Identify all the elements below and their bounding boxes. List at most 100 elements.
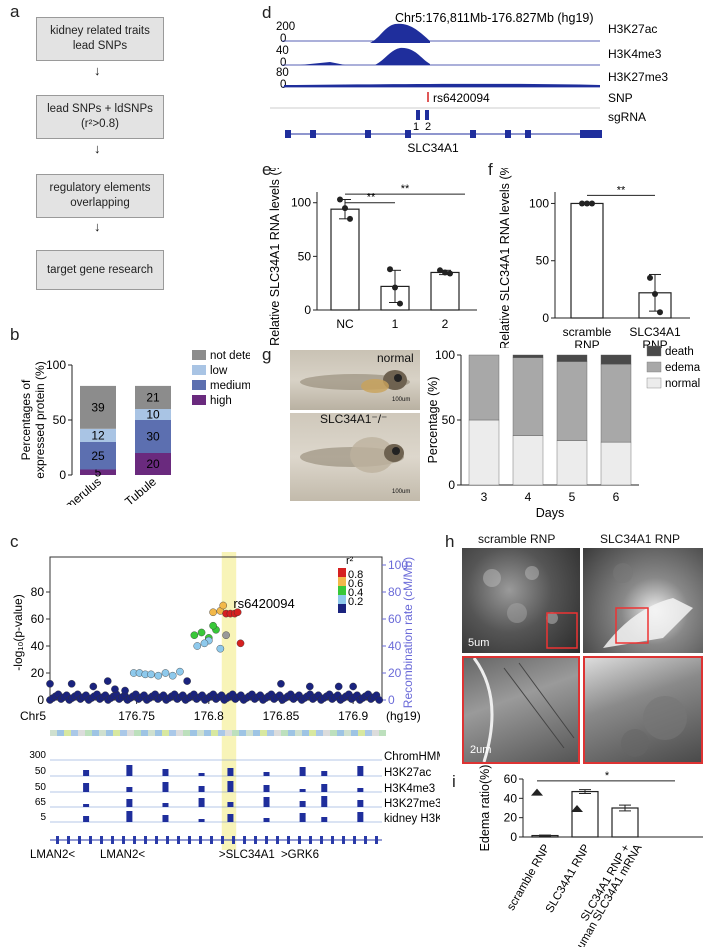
chromhmm-segment <box>113 730 120 736</box>
data-label: 20 <box>146 457 160 471</box>
h3k4me3-peak <box>375 47 430 65</box>
track-scale: 65 <box>35 797 47 808</box>
data-label: 21 <box>146 390 160 404</box>
data-point <box>531 788 543 796</box>
legend-swatch <box>192 395 206 405</box>
track-peak <box>263 772 270 776</box>
chromhmm-segment <box>190 730 197 736</box>
y-tick-label: 20 <box>31 666 45 680</box>
data-point <box>589 200 595 207</box>
chart-e: 0 50 100 Relative SLC34A1 RNA levels (%) NC 1… <box>268 168 477 346</box>
chromhmm-segment <box>337 730 344 736</box>
snp-point <box>154 671 163 680</box>
exon <box>166 836 169 844</box>
track-peak <box>162 815 169 822</box>
chromhmm-segment <box>351 730 358 736</box>
y-tick-label: 100 <box>435 348 455 362</box>
y-axis-label: -log₁₀(p-value) <box>11 594 25 670</box>
y-tick-label: 50 <box>298 249 312 263</box>
track-peak <box>263 797 270 807</box>
track-scale: 200 <box>276 21 295 33</box>
y2-axis-label: Recombination rate (cM/Mb) <box>401 557 415 708</box>
data-point <box>437 267 443 274</box>
snp-point <box>183 677 191 685</box>
chromhmm-segment <box>78 730 85 736</box>
snp-point <box>209 621 217 630</box>
exon <box>243 836 246 844</box>
exon <box>470 130 476 138</box>
chromhmm-segment <box>239 730 246 736</box>
exon <box>298 836 301 844</box>
chromhmm-segment <box>232 730 239 736</box>
x-tick-label: Glomerulus <box>48 475 104 505</box>
data-point <box>387 266 393 273</box>
gene-label: LMAN2< <box>30 849 75 861</box>
r2-legend-label: 0.6 <box>348 578 363 590</box>
track-scale: 300 <box>29 750 46 761</box>
exon <box>285 130 291 138</box>
bar <box>330 208 360 311</box>
gene-label: >GRK6 <box>281 849 319 861</box>
chromhmm-segment <box>134 730 141 736</box>
sgrna-label: 1 <box>413 121 419 133</box>
track-peak <box>321 796 328 807</box>
track-peak <box>198 819 205 822</box>
snp-point <box>216 644 225 653</box>
chromhmm-segment <box>141 730 148 736</box>
y-axis-label: Relative SLC34A1 RNA levels (%) <box>498 168 512 348</box>
y-tick-label: 100 <box>529 196 549 210</box>
data-label: 5 <box>95 465 102 479</box>
chromhmm-segment <box>57 730 64 736</box>
exon <box>155 836 158 844</box>
bar-segment <box>135 420 171 453</box>
exon <box>67 836 70 844</box>
track-peak <box>321 784 328 792</box>
bar-segment <box>556 440 588 486</box>
r2-legend-swatch <box>338 568 346 577</box>
track-peak <box>126 799 133 807</box>
x-tick-label: scramble RNP <box>505 842 553 912</box>
exon <box>177 836 180 844</box>
bar-segment <box>600 354 632 365</box>
exon <box>210 836 213 844</box>
bar-segment <box>80 469 116 475</box>
snp-point <box>349 682 357 691</box>
y-tick-label: 50 <box>442 413 456 427</box>
bar-segment <box>512 354 544 358</box>
chromhmm-segment <box>218 730 225 736</box>
chart-g: 0 50 100 Percentage (%) 3 4 5 6 Days death edema no… <box>426 345 701 520</box>
legend-label: medium <box>210 380 250 392</box>
track-scale: 0 <box>280 33 286 45</box>
exon <box>590 130 602 138</box>
snp-point <box>190 631 199 639</box>
legend-swatch <box>646 345 662 357</box>
y-axis-label: Edema ratio(%) <box>478 765 492 851</box>
photo-label-mutant: SLC34A1⁻/⁻ <box>320 412 388 426</box>
sig-label: ** <box>367 192 376 204</box>
track-peak <box>299 801 306 807</box>
r2-legend-label: 0.2 <box>348 596 363 608</box>
exon <box>375 836 378 844</box>
track-label: kidney H3K27ac <box>384 813 440 825</box>
exon <box>78 836 81 844</box>
exon <box>144 836 147 844</box>
chromhmm-segment <box>246 730 253 736</box>
chromhmm-segment <box>274 730 281 736</box>
chromhmm-segment <box>358 730 365 736</box>
snp-point <box>193 642 202 650</box>
exon <box>505 130 511 138</box>
snp-point <box>277 679 285 688</box>
track-peak <box>198 798 205 807</box>
chromhmm-segment <box>204 730 211 736</box>
chromhmm-segment <box>260 730 267 736</box>
snp-label: rs6420094 <box>433 91 490 105</box>
flow-step-2: lead SNPs + ldSNPs (r²>0.8) <box>36 95 164 139</box>
exon <box>188 836 191 844</box>
x-tick-label: SLC34A1 <box>629 325 681 339</box>
exon <box>122 836 125 844</box>
snp-point <box>161 669 170 677</box>
exon <box>364 836 367 844</box>
y-tick-label: 0 <box>304 303 311 317</box>
scale-bar-label: 100um <box>392 397 411 403</box>
track-label: sgRNA <box>608 110 646 124</box>
